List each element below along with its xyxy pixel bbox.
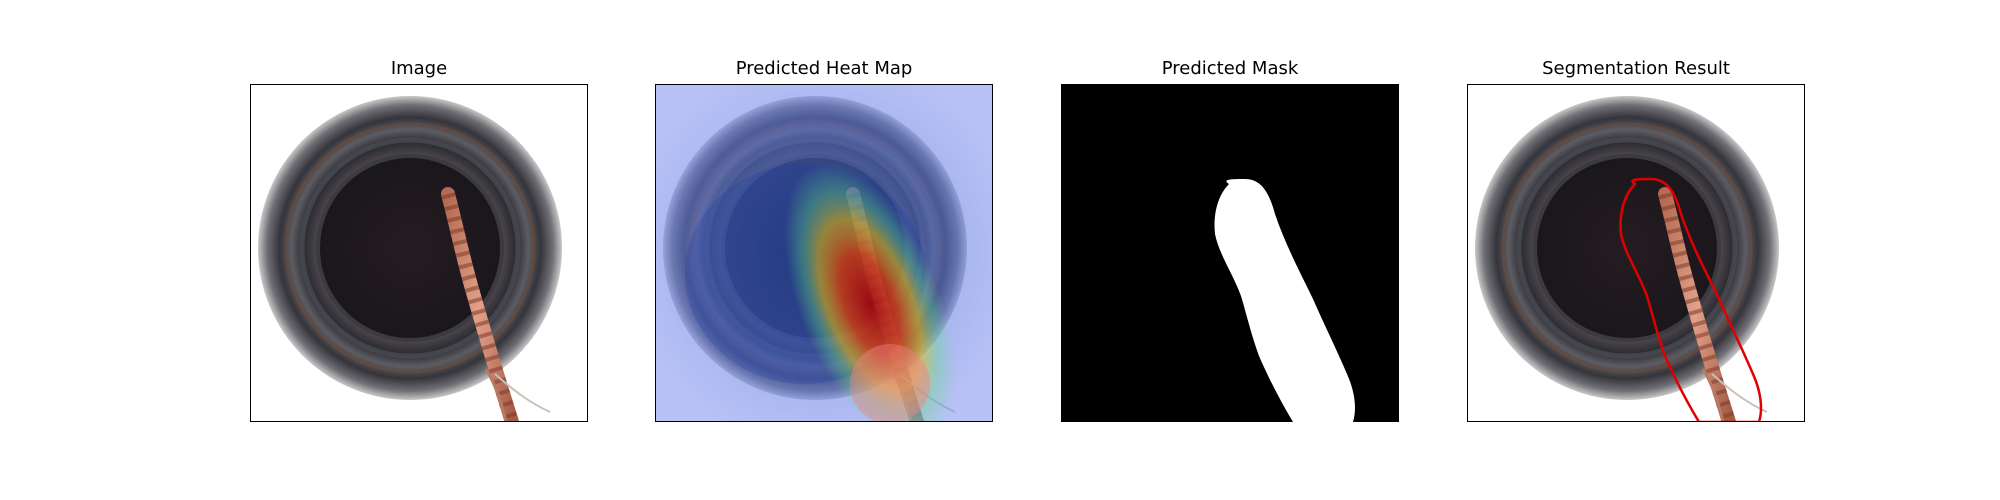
mask-image bbox=[1061, 84, 1399, 422]
image-panel bbox=[250, 84, 588, 422]
heatmap-panel bbox=[655, 84, 993, 422]
mask-panel bbox=[1061, 84, 1399, 422]
heatmap-image bbox=[655, 84, 993, 422]
panel-title-image: Image bbox=[390, 58, 448, 79]
panel-title-segmentation: Segmentation Result bbox=[1542, 58, 1730, 79]
bottle-image bbox=[250, 84, 588, 422]
panel-title-heatmap: Predicted Heat Map bbox=[735, 58, 913, 79]
panel-title-mask: Predicted Mask bbox=[1161, 58, 1299, 79]
segmentation-image bbox=[1467, 84, 1805, 422]
segmentation-panel bbox=[1467, 84, 1805, 422]
